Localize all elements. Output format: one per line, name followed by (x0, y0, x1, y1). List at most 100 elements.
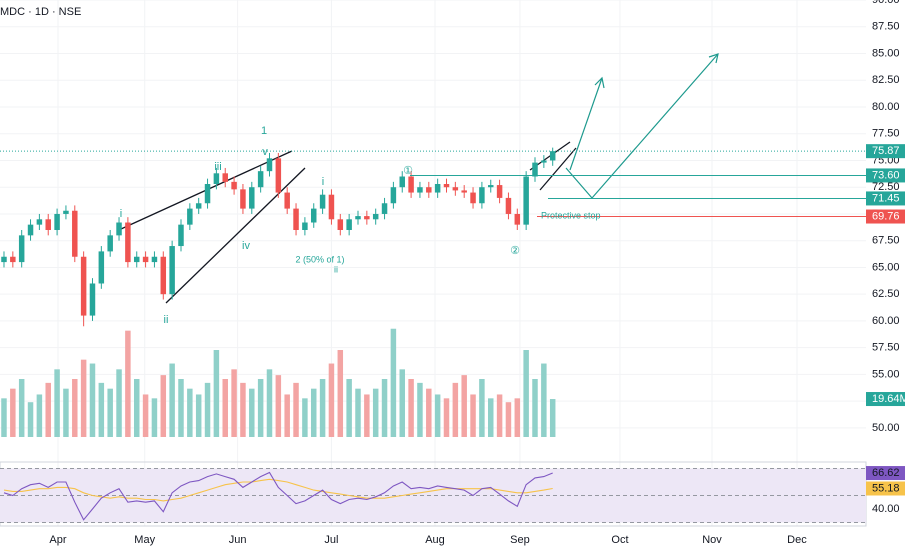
volume-bar (355, 388, 361, 437)
annotation: i (120, 208, 122, 220)
volume-bar (187, 388, 193, 437)
rsi-ma-line (3, 478, 553, 502)
candle-body (45, 219, 51, 230)
volume-bar (381, 379, 388, 437)
volume-bar (133, 379, 140, 437)
y-tick-label: 77.50 (872, 128, 900, 140)
rsi-value-label: 55.18 (872, 482, 900, 494)
x-tick-label: Jun (229, 534, 247, 546)
candle-body (18, 235, 25, 263)
candle-body (496, 185, 503, 198)
candle-body (54, 213, 60, 230)
volume-bar (10, 388, 16, 437)
candle-body (275, 158, 282, 193)
volume-bar (337, 350, 344, 437)
volume-bar (45, 382, 51, 437)
candle-body (266, 158, 273, 172)
candle-body (479, 187, 485, 204)
candle-body (408, 176, 414, 193)
volume-bar (328, 363, 335, 437)
chart-title: MDC · 1D · NSE (0, 6, 81, 18)
level-label: 71.45 (872, 192, 900, 204)
volume-bar (293, 382, 299, 437)
volume-bar (434, 394, 441, 437)
volume-bar (151, 398, 158, 437)
volume-bar (523, 350, 529, 437)
candle-body (169, 246, 175, 295)
y-tick-label: 57.50 (872, 342, 900, 354)
candle-body (293, 208, 299, 230)
volume-bar (284, 394, 290, 437)
volume-label: 19.64M (872, 393, 905, 405)
annotation: iii (214, 161, 221, 173)
candle-body (443, 184, 450, 188)
volume-bar (116, 369, 122, 437)
x-tick-label: Oct (611, 534, 628, 546)
candle-body (302, 222, 308, 230)
candle-body (355, 216, 361, 220)
candle-body (488, 185, 494, 188)
volume-bar (488, 398, 494, 437)
candle-body (72, 210, 78, 257)
volume-bar (364, 394, 370, 437)
candle-body (27, 224, 34, 236)
candle-body (346, 219, 352, 230)
volume-bar (426, 388, 432, 437)
level-tag (866, 209, 905, 224)
arrow-head (708, 53, 719, 64)
annotation: v (262, 146, 268, 158)
rsi-value-label: 66.62 (872, 467, 900, 479)
wedge-line (165, 167, 306, 304)
volume-bar (408, 379, 414, 437)
volume-bar (213, 350, 220, 437)
rsi-tag (866, 481, 905, 496)
annotation: Protective stop (541, 210, 601, 220)
annotation: 2 (50% of 1) (295, 254, 344, 264)
volume-bar (18, 379, 25, 437)
volume-bar (98, 382, 105, 437)
candle-body (125, 222, 131, 263)
volume-bar (63, 388, 69, 437)
volume-bar (275, 375, 282, 437)
volume-bar (72, 379, 78, 437)
candle-body (116, 222, 122, 236)
level-tag (866, 191, 905, 206)
candle-body (514, 213, 521, 225)
candle-body (549, 151, 556, 161)
volume-bar (541, 363, 547, 437)
x-tick-label: Sep (510, 534, 530, 546)
annotation: ② (510, 245, 520, 257)
candle-body (142, 256, 149, 263)
candle-body (98, 251, 105, 284)
volume-bar (346, 379, 352, 437)
volume-bar (514, 398, 521, 437)
y-tick-label: 80.00 (872, 101, 900, 113)
volume-bar (178, 379, 184, 437)
volume-bar (399, 369, 405, 437)
arrow-head (594, 76, 605, 89)
annotation: ii (334, 264, 338, 274)
volume-bar (496, 394, 503, 437)
volume-bar (302, 398, 308, 437)
candle-body (178, 224, 184, 247)
candle-body (372, 213, 379, 220)
volume-bar (266, 369, 273, 437)
level-label: 73.60 (872, 169, 900, 181)
candle-body (310, 208, 317, 223)
candle-body (523, 176, 529, 225)
candle-body (63, 210, 69, 214)
annotation: i (322, 176, 324, 188)
volume-bar (390, 328, 397, 437)
volume-bar (89, 363, 96, 437)
y-tick-label: 85.00 (872, 47, 900, 59)
candle-body (399, 176, 405, 188)
y-tick-label: 40.00 (872, 503, 900, 515)
y-tick-label: 62.50 (872, 288, 900, 300)
level-label: 69.76 (872, 210, 900, 222)
candle-body (452, 187, 459, 191)
volume-bar (319, 379, 326, 437)
y-tick-label: 50.00 (872, 422, 900, 434)
volume-bar (479, 379, 485, 437)
candle-body (541, 160, 547, 163)
